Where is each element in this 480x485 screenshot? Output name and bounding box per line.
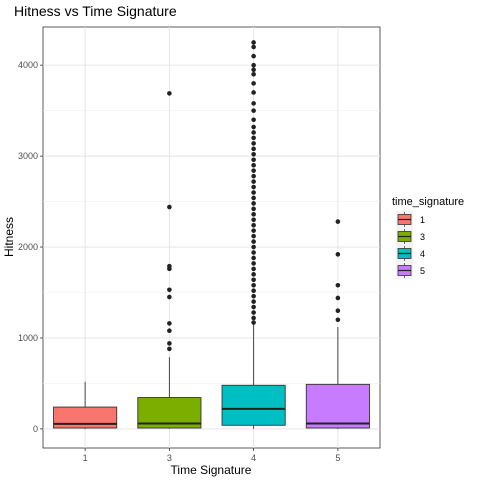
outlier-point-4 <box>251 71 256 77</box>
outlier-point-4 <box>251 206 256 212</box>
outlier-point-4 <box>251 239 256 244</box>
y-tick-label: 2000 <box>18 242 38 252</box>
outlier-point-4 <box>251 117 256 123</box>
outlier-point-4 <box>251 320 256 325</box>
box-5 <box>305 383 370 429</box>
outlier-point-5 <box>335 252 341 257</box>
outlier-point-4 <box>251 222 256 228</box>
outlier-point-3 <box>167 294 172 300</box>
outlier-point-3 <box>167 328 172 334</box>
legend-label: 1 <box>420 215 425 225</box>
outlier-point-4 <box>251 266 256 272</box>
outlier-point-3 <box>167 263 172 269</box>
legend-title: time_signature <box>392 196 464 208</box>
outlier-point-3 <box>167 91 172 96</box>
outlier-point-4 <box>251 40 256 45</box>
x-tick-label: 4 <box>251 453 256 463</box>
x-tick-label: 3 <box>167 453 172 463</box>
outlier-point-3 <box>167 321 172 326</box>
plot-panel <box>42 26 381 449</box>
outlier-point-5 <box>335 282 341 288</box>
box-1 <box>53 406 118 429</box>
chart-title: Hitness vs Time Signature <box>14 3 177 19</box>
outlier-point-4 <box>251 53 256 59</box>
outlier-point-4 <box>251 195 256 201</box>
x-tick-label: 1 <box>83 453 88 463</box>
outlier-point-4 <box>251 277 256 283</box>
outlier-point-4 <box>251 315 256 321</box>
outlier-point-4 <box>251 157 256 163</box>
outlier-point-5 <box>335 308 341 313</box>
outlier-point-4 <box>251 272 256 277</box>
legend-label: 4 <box>420 249 425 259</box>
outlier-point-5 <box>335 295 341 301</box>
outlier-point-4 <box>251 67 256 73</box>
outlier-point-4 <box>251 299 256 304</box>
y-tick-label: 0 <box>33 424 38 434</box>
outlier-point-3 <box>167 287 172 293</box>
outlier-point-4 <box>251 201 256 206</box>
outlier-point-4 <box>251 62 256 68</box>
x-axis-title: Time Signature <box>171 463 252 477</box>
outlier-point-4 <box>251 282 256 288</box>
outlier-point-4 <box>251 261 256 266</box>
outlier-point-3 <box>167 204 172 210</box>
outlier-point-4 <box>251 179 256 184</box>
outlier-point-4 <box>251 244 256 250</box>
outlier-point-4 <box>251 44 256 50</box>
outlier-point-4 <box>251 190 256 195</box>
axis-layer: 0 1000 2000 3000 4000 1 3 4 5 <box>18 60 340 463</box>
outlier-point-4 <box>251 141 256 146</box>
outlier-point-4 <box>251 304 256 310</box>
outlier-point-4 <box>251 288 256 293</box>
y-tick-label: 3000 <box>18 151 38 161</box>
outlier-point-4 <box>251 255 256 261</box>
outlier-point-4 <box>251 233 256 239</box>
outlier-point-4 <box>251 173 256 179</box>
legend-label: 5 <box>420 266 425 276</box>
outlier-point-4 <box>251 293 256 299</box>
y-tick-label: 1000 <box>18 333 38 343</box>
outlier-point-4 <box>251 212 256 217</box>
outlier-point-3 <box>167 341 172 346</box>
outlier-point-4 <box>251 168 256 173</box>
outlier-point-4 <box>251 162 256 168</box>
x-tick-label: 5 <box>335 453 340 463</box>
outlier-point-4 <box>251 124 256 130</box>
outlier-point-4 <box>251 135 256 141</box>
outlier-point-4 <box>251 184 256 190</box>
outlier-point-3 <box>167 346 172 352</box>
outlier-point-4 <box>251 217 256 223</box>
outlier-point-5 <box>335 317 341 323</box>
outlier-point-4 <box>251 81 256 86</box>
outlier-point-4 <box>251 146 256 152</box>
outlier-point-4 <box>251 130 256 135</box>
outlier-point-4 <box>251 101 256 106</box>
y-axis-title: Hitness <box>2 217 16 257</box>
box-4 <box>221 384 286 426</box>
outlier-point-4 <box>251 90 256 95</box>
box-layer <box>53 40 370 429</box>
grid-layer <box>43 27 380 448</box>
legend-label: 3 <box>420 232 425 242</box>
outlier-point-5 <box>335 219 341 224</box>
legend: time_signature 1 3 4 5 <box>392 196 464 279</box>
y-tick-label: 4000 <box>18 60 38 70</box>
outlier-point-4 <box>251 250 256 255</box>
outlier-point-4 <box>251 228 256 233</box>
outlier-point-4 <box>251 152 256 157</box>
outlier-point-4 <box>251 310 256 315</box>
outlier-point-4 <box>251 108 256 113</box>
